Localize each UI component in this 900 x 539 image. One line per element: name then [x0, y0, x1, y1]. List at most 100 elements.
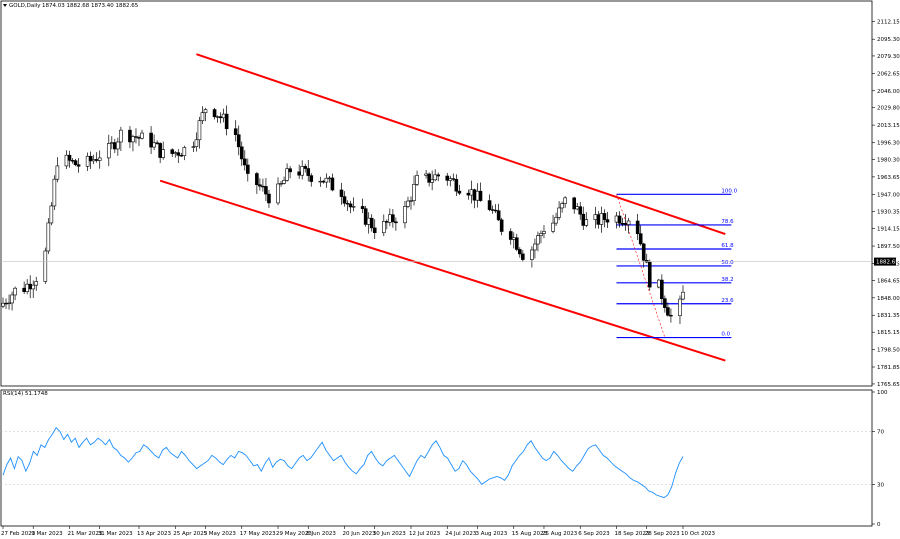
candle-body — [76, 164, 81, 167]
price-tick-label: 1798.50 — [877, 348, 900, 354]
candle-body — [345, 202, 350, 205]
candle-body — [52, 178, 57, 207]
candle-body — [430, 179, 434, 183]
price-tick-label: 1963.65 — [877, 175, 900, 181]
candle-body — [517, 249, 522, 255]
price-tick-label: 2046.00 — [877, 89, 900, 95]
candle-body — [110, 142, 114, 144]
candle-body — [85, 155, 90, 167]
candle-body — [626, 220, 631, 225]
candle-body — [131, 136, 135, 143]
candle-body — [246, 164, 250, 174]
candle-body — [457, 190, 462, 194]
candle-body — [614, 215, 619, 223]
candle-body — [372, 227, 377, 234]
channel-lower-line[interactable] — [159, 179, 726, 362]
candle-body — [321, 180, 326, 183]
candle-body — [267, 193, 271, 204]
channel-upper-line[interactable] — [196, 53, 726, 235]
time-tick-label: 3 Aug 2023 — [475, 531, 507, 537]
candle-body — [88, 155, 93, 162]
current-price-box — [874, 257, 896, 266]
candle-body — [306, 168, 311, 176]
candle-body — [560, 203, 564, 209]
candle-body — [424, 173, 428, 176]
candle-body — [155, 142, 159, 144]
candle-body — [7, 302, 11, 305]
candle-body — [55, 165, 60, 180]
time-tick-label: 15 Aug 2023 — [512, 531, 548, 537]
price-tick-label: 1815.15 — [877, 330, 900, 336]
candle-body — [212, 109, 217, 118]
candle-body — [215, 116, 220, 118]
time-tick-label: 28 Sep 2023 — [645, 531, 680, 537]
candle-body — [236, 134, 241, 148]
time-tick-label: 24 Jul 2023 — [445, 531, 477, 537]
candle-body — [581, 213, 586, 226]
time-tick-label: 12 Jul 2023 — [409, 531, 441, 537]
current-price-label: 1882.65 — [876, 260, 899, 266]
candle-body — [239, 146, 244, 160]
time-tick-label: 13 Apr 2023 — [137, 531, 172, 537]
ohlc-label: 1874.03 1882.68 1873.40 1882.65 — [42, 3, 139, 9]
candle-body — [644, 260, 649, 263]
trend-channel[interactable] — [159, 53, 726, 362]
candle-body — [511, 237, 516, 240]
time-tick-label: 8 Jun 2023 — [306, 531, 336, 537]
candle-body — [427, 173, 431, 183]
candle-body — [46, 222, 51, 252]
candle-body — [176, 152, 181, 156]
candle-body — [641, 243, 646, 261]
candle-body — [318, 180, 323, 183]
candle-body — [602, 213, 607, 220]
rsi-label: RSI(14) 51.1748 — [3, 391, 48, 397]
candle-body — [493, 209, 498, 212]
price-tick-label: 1897.50 — [877, 244, 900, 250]
candle-body — [584, 219, 589, 226]
candle-body — [454, 179, 459, 192]
candle-body — [678, 298, 682, 317]
rsi-indicator: 100 70 30 0 — [1, 390, 888, 528]
candle-body — [360, 206, 365, 209]
candle-body — [623, 222, 628, 225]
candle-body — [391, 214, 395, 223]
candle-body — [530, 249, 534, 260]
fib-level-label: 78.6 — [721, 219, 734, 225]
candle-body — [194, 139, 199, 147]
time-tick-label: 20 Jun 2023 — [343, 531, 377, 537]
candle-body — [73, 160, 78, 165]
fibonacci-retracement[interactable]: 100.0 78.6 61.8 50.0 38.2 23.6 0.0 — [616, 188, 738, 339]
candle-body — [327, 177, 332, 180]
price-tick-label: 2079.30 — [877, 54, 900, 60]
candle-body — [508, 231, 513, 240]
rsi-tick-label: 0 — [877, 522, 881, 528]
price-panel-frame — [0, 0, 873, 387]
symbol-dropdown-icon[interactable] — [3, 4, 7, 7]
time-tick-label: 17 May 2023 — [240, 531, 276, 537]
fib-level-label: 38.2 — [721, 277, 733, 283]
candle-body — [412, 183, 416, 201]
candle-body — [1, 302, 5, 307]
price-tick-label: 1781.85 — [877, 365, 900, 371]
time-tick-label: 30 Jun 2023 — [373, 531, 407, 537]
price-tick-label: 1930.35 — [877, 210, 900, 216]
candle-body — [635, 220, 640, 234]
candle-body — [342, 196, 347, 204]
candle-body — [297, 171, 301, 176]
candle-body — [436, 174, 441, 177]
candle-body — [578, 206, 583, 215]
candle-body — [22, 287, 26, 292]
fib-level-label: 23.6 — [721, 298, 734, 304]
time-tick-label: 29 May 2023 — [276, 531, 312, 537]
candle-body — [197, 120, 202, 141]
candle-body — [381, 221, 386, 234]
time-tick-label: 27 Feb 2023 — [1, 531, 36, 537]
candle-body — [279, 183, 283, 185]
candle-body — [466, 192, 471, 196]
candle-body — [542, 231, 546, 234]
candle-body — [149, 132, 153, 148]
candle-body — [499, 219, 504, 232]
